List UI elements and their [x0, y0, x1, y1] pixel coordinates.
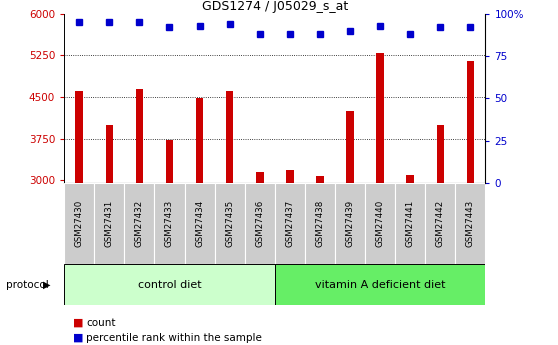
Text: ■: ■	[73, 318, 83, 327]
Bar	[226, 91, 233, 183]
Bar	[155, 183, 185, 264]
Bar	[455, 183, 485, 264]
Text: GSM27430: GSM27430	[75, 200, 84, 247]
Text: ■: ■	[73, 333, 83, 343]
Text: count: count	[86, 318, 116, 327]
Bar	[275, 183, 305, 264]
Bar	[425, 183, 455, 264]
Bar	[166, 140, 173, 183]
Text: control diet: control diet	[138, 280, 201, 289]
Bar	[124, 183, 155, 264]
Bar	[347, 111, 354, 183]
Bar	[316, 176, 324, 183]
Bar	[64, 183, 94, 264]
Bar	[275, 264, 485, 305]
Bar	[64, 264, 275, 305]
Text: protocol: protocol	[6, 280, 49, 289]
Text: GSM27443: GSM27443	[466, 200, 475, 247]
Text: ▶: ▶	[42, 280, 50, 289]
Bar	[105, 125, 113, 183]
Bar	[335, 183, 365, 264]
Bar	[185, 183, 215, 264]
Text: GSM27439: GSM27439	[345, 200, 354, 247]
Text: percentile rank within the sample: percentile rank within the sample	[86, 333, 262, 343]
Bar	[377, 52, 384, 183]
Text: GSM27440: GSM27440	[376, 200, 384, 247]
Bar	[245, 183, 275, 264]
Text: GSM27434: GSM27434	[195, 200, 204, 247]
Bar	[286, 170, 294, 183]
Bar	[305, 183, 335, 264]
Bar	[256, 172, 263, 183]
Text: GSM27433: GSM27433	[165, 200, 174, 247]
Bar	[395, 183, 425, 264]
Title: GDS1274 / J05029_s_at: GDS1274 / J05029_s_at	[201, 0, 348, 13]
Bar	[75, 91, 83, 183]
Bar	[466, 61, 474, 183]
Bar	[215, 183, 245, 264]
Text: GSM27432: GSM27432	[135, 200, 144, 247]
Bar	[406, 175, 414, 183]
Text: vitamin A deficient diet: vitamin A deficient diet	[315, 280, 445, 289]
Bar	[196, 98, 203, 183]
Bar	[436, 125, 444, 183]
Text: GSM27435: GSM27435	[225, 200, 234, 247]
Text: GSM27431: GSM27431	[105, 200, 114, 247]
Text: GSM27436: GSM27436	[255, 200, 264, 247]
Text: GSM27441: GSM27441	[406, 200, 415, 247]
Bar	[136, 89, 143, 183]
Bar	[365, 183, 395, 264]
Text: GSM27442: GSM27442	[436, 200, 445, 247]
Text: GSM27438: GSM27438	[315, 200, 324, 247]
Text: GSM27437: GSM27437	[285, 200, 295, 247]
Bar	[94, 183, 124, 264]
